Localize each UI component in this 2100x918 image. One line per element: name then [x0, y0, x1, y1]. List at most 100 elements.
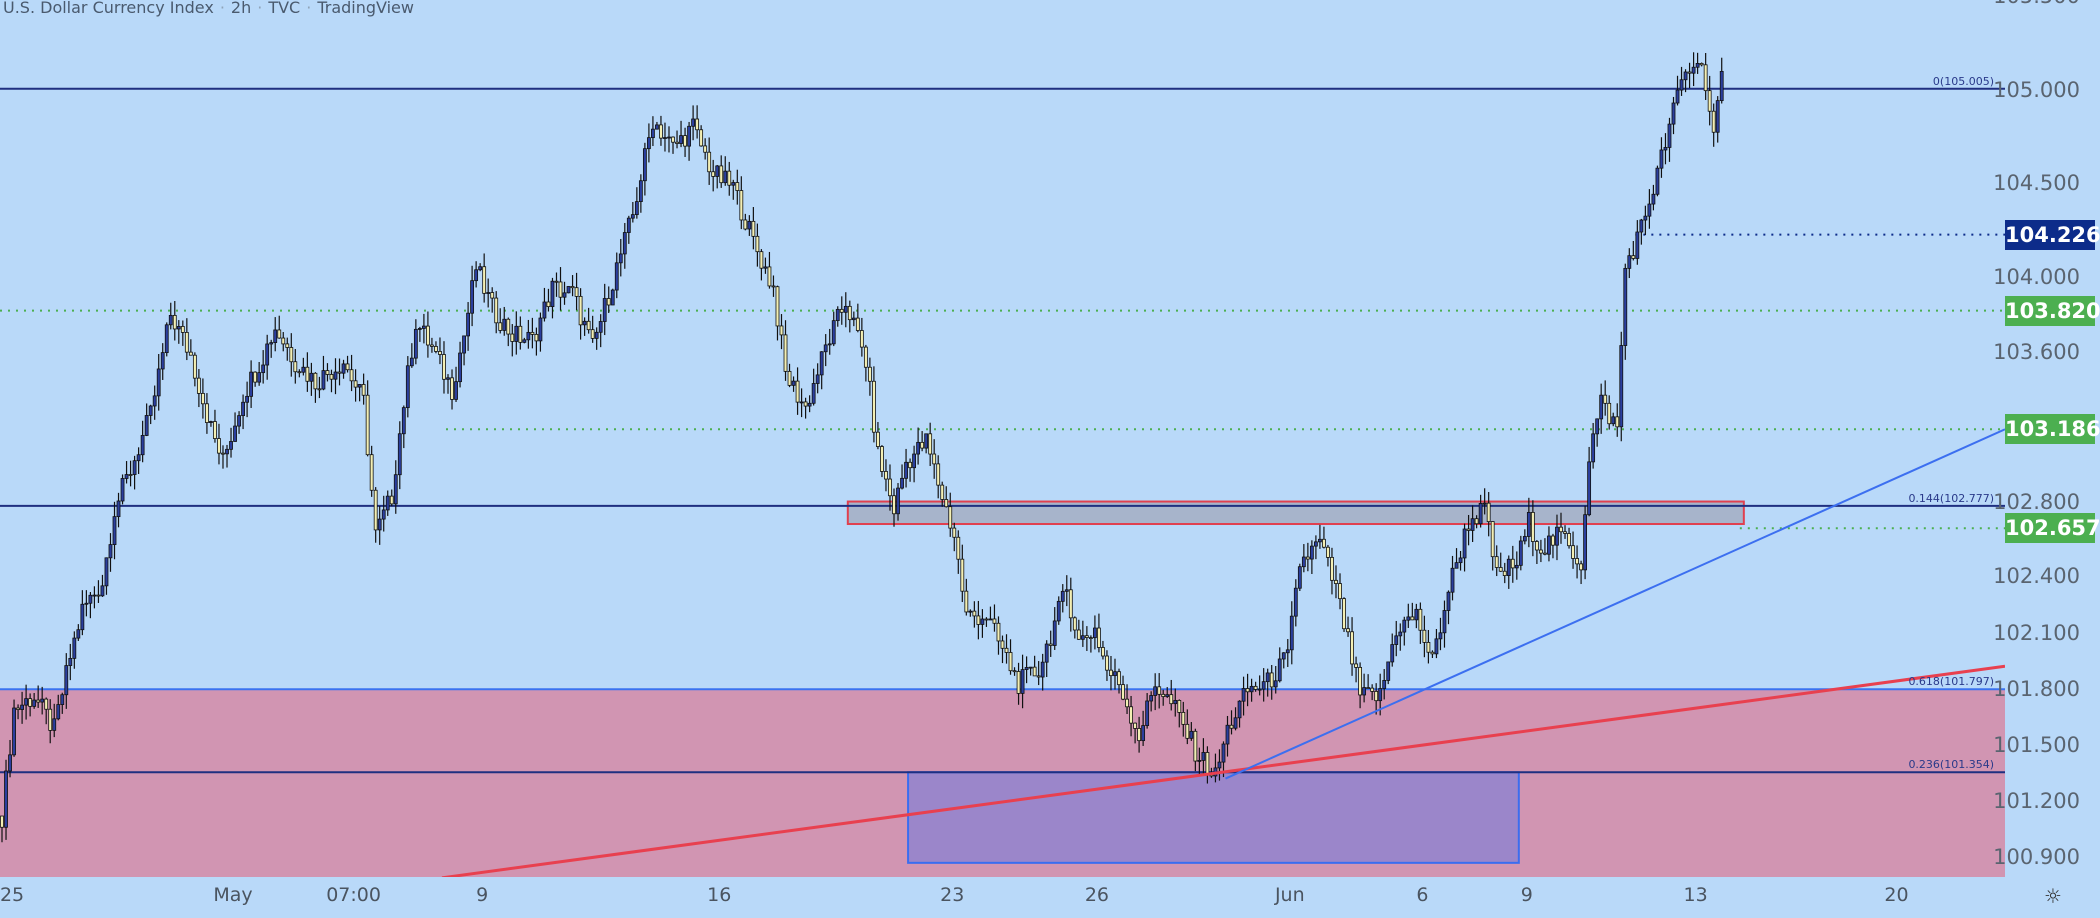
candle-up [1080, 635, 1085, 640]
x-tick-label: 07:00 [326, 884, 381, 906]
candle-up [1695, 63, 1700, 68]
interval[interactable]: 2h [230, 0, 252, 17]
candle-up [8, 754, 12, 772]
candle-down [554, 280, 559, 283]
candle-down [96, 594, 101, 597]
candle-up [1390, 644, 1395, 663]
candle-up [1482, 502, 1487, 505]
x-tick-label: 6 [1416, 884, 1429, 906]
candle-down [1631, 255, 1636, 259]
red-trendline [441, 664, 2005, 877]
candle-down [365, 394, 370, 456]
candle-up [679, 135, 683, 144]
candle-up [723, 170, 728, 184]
candle-up [20, 704, 24, 710]
candle-down [1498, 567, 1503, 572]
candle-down [1129, 706, 1133, 724]
candle-down [1253, 685, 1258, 690]
candle-up [474, 269, 479, 282]
candle-up [1599, 394, 1604, 420]
candle-up [1056, 600, 1061, 622]
candle-down [1575, 558, 1579, 565]
candle-up [1587, 461, 1592, 516]
candle-up [831, 320, 836, 345]
candle-up [1257, 688, 1262, 691]
candle-up [144, 415, 149, 436]
candle-down [1579, 563, 1583, 571]
candle-down [755, 235, 760, 253]
candle-down [1543, 552, 1547, 555]
candle-down [586, 320, 591, 331]
candle-down [767, 266, 772, 287]
candle-up [1281, 652, 1286, 660]
candle-down [1374, 691, 1379, 702]
candle-up [1201, 752, 1206, 761]
candle-up [610, 289, 615, 306]
candle-up [1651, 193, 1656, 205]
candle-up [1293, 587, 1298, 617]
candle-up [357, 384, 362, 388]
candle-up [1301, 556, 1306, 568]
exchange: TVC [268, 0, 301, 17]
candle-down [297, 371, 302, 374]
candle-down [1563, 531, 1567, 534]
candle-up [1555, 526, 1559, 546]
candle-down [1193, 730, 1198, 762]
candle-up [1173, 700, 1178, 705]
x-tick-label: 23 [940, 884, 965, 906]
y-tick-label: 101.800 [1993, 676, 2080, 701]
candle-down [337, 371, 342, 374]
x-tick-label: May [213, 884, 253, 906]
candle-up [1675, 89, 1680, 104]
candle-down [518, 325, 523, 343]
candle-down [345, 363, 350, 371]
candle-down [972, 610, 977, 617]
candle-up [1313, 541, 1318, 547]
candle-up [1241, 688, 1246, 702]
candle-down [863, 346, 868, 368]
candle-up [164, 324, 169, 354]
candle-up [273, 329, 278, 344]
candle-down [876, 431, 880, 447]
candle-up [76, 629, 81, 639]
candle-up [655, 124, 659, 130]
candle-down [928, 433, 933, 455]
candle-down [1016, 671, 1021, 694]
candle-down [739, 190, 744, 221]
candle-down [498, 322, 503, 331]
candle-up [1249, 685, 1254, 693]
candle-up [1522, 536, 1527, 542]
candle-down [1072, 617, 1077, 631]
candle-down [1088, 637, 1093, 639]
settings-gear-icon[interactable]: ☼ [2044, 884, 2062, 908]
candle-down [1109, 669, 1113, 677]
y-tick-label: 105.000 [1993, 77, 2080, 102]
candle-up [1450, 567, 1455, 593]
candle-down [1687, 71, 1692, 74]
candle-down [325, 370, 330, 375]
candle-up [1064, 589, 1069, 592]
candle-down [1607, 402, 1612, 425]
candle-up [120, 478, 125, 502]
candle-down [867, 366, 872, 382]
candle-up [763, 266, 768, 269]
candle-up [1394, 635, 1399, 645]
candle-up [1639, 219, 1644, 233]
candles [0, 52, 1724, 843]
candle-up [112, 516, 117, 545]
candle-up [233, 425, 237, 442]
candle-up [1233, 717, 1238, 729]
support-box [907, 771, 1520, 864]
candle-up [132, 460, 137, 475]
candle-up [715, 165, 720, 177]
candle-down [1430, 651, 1435, 655]
candle-down [743, 219, 748, 230]
symbol-name: U.S. Dollar Currency Index [3, 0, 214, 17]
candle-up [261, 364, 266, 374]
y-tick-label: 101.200 [1993, 789, 2080, 814]
candle-down [1354, 663, 1358, 668]
candle-up [60, 694, 65, 705]
candle-down [221, 452, 225, 455]
candle-up [1434, 638, 1439, 655]
